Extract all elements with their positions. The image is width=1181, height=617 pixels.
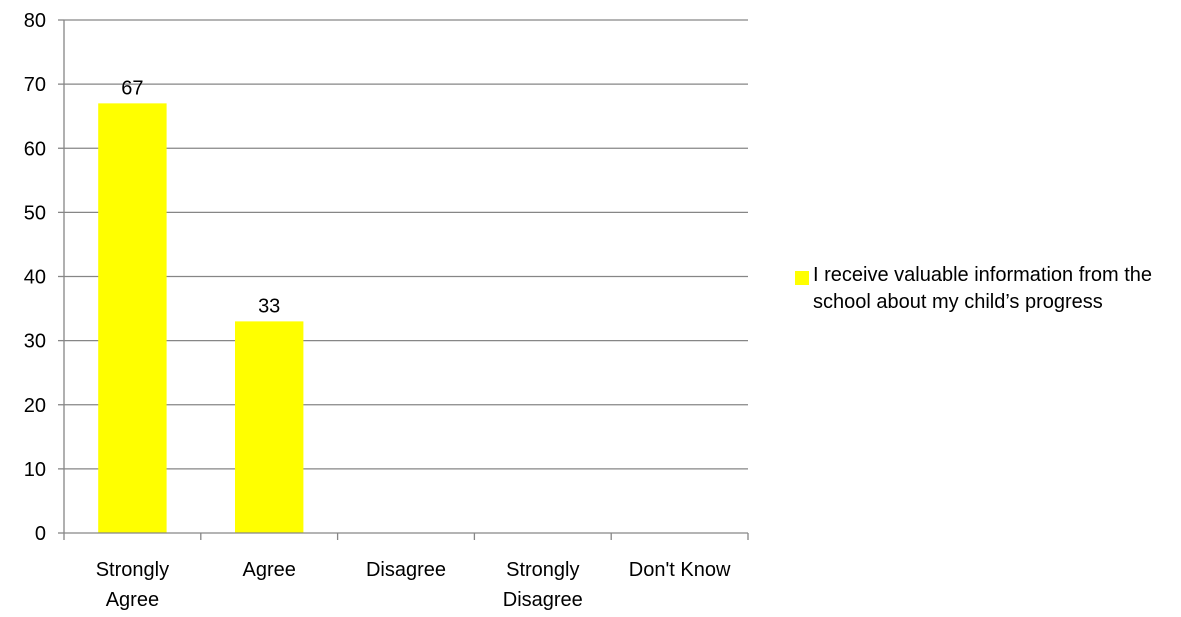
x-tick-label: Disagree [366, 559, 446, 581]
data-label: 67 [121, 77, 143, 99]
bars [98, 103, 304, 534]
y-tick-label: 50 [24, 202, 46, 224]
data-label: 33 [258, 295, 280, 317]
y-tick-label: 10 [24, 459, 46, 481]
x-tick-label: Don't Know [629, 559, 731, 581]
x-tick-label: Strongly Agree [96, 559, 169, 611]
x-tick-label: Strongly Disagree [503, 559, 583, 611]
legend-label: I receive valuable information from the … [813, 264, 1153, 313]
y-tick-label: 0 [35, 523, 46, 545]
y-tick-label: 60 [24, 138, 46, 160]
y-tick-label: 40 [24, 267, 46, 289]
y-tick-label: 30 [24, 331, 46, 353]
y-tick-label: 20 [24, 395, 46, 417]
legend-swatch [795, 271, 809, 285]
axes [58, 19, 749, 540]
bar [98, 103, 167, 534]
y-tick-label: 70 [24, 74, 46, 96]
bar [235, 321, 304, 533]
labels: 0 10 20 30 40 50 60 70 80 67 33 Strongly Agree Agree D… [24, 10, 731, 611]
gridlines [64, 19, 748, 470]
y-tick-label: 80 [24, 10, 46, 32]
legend: I receive valuable information from the … [795, 262, 1175, 316]
x-tick-label: Agree [243, 559, 296, 581]
